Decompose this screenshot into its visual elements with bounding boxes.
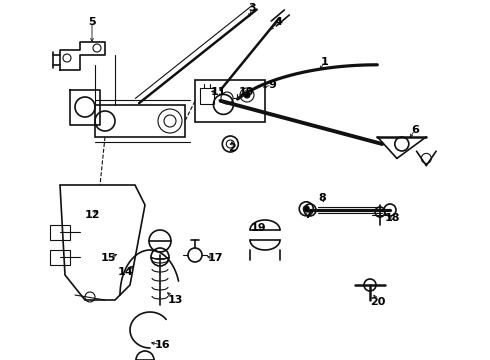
Text: 8: 8 xyxy=(318,193,326,203)
Text: 16: 16 xyxy=(154,340,170,350)
Text: 10: 10 xyxy=(238,87,254,97)
Circle shape xyxy=(303,206,309,212)
Text: 7: 7 xyxy=(304,210,312,220)
Text: 19: 19 xyxy=(250,223,266,233)
Bar xyxy=(50,250,70,265)
Text: 4: 4 xyxy=(274,17,282,27)
Text: 9: 9 xyxy=(268,80,276,90)
Text: 17: 17 xyxy=(207,253,223,263)
Text: 13: 13 xyxy=(167,295,183,305)
Text: 5: 5 xyxy=(88,17,96,27)
Text: 12: 12 xyxy=(84,210,100,220)
Text: 15: 15 xyxy=(100,253,116,263)
Text: 1: 1 xyxy=(321,57,329,67)
Bar xyxy=(195,80,265,122)
Text: 11: 11 xyxy=(210,87,226,97)
Bar xyxy=(200,88,214,104)
Text: 2: 2 xyxy=(228,143,236,153)
Bar xyxy=(50,225,70,240)
Text: 20: 20 xyxy=(370,297,386,307)
Circle shape xyxy=(244,92,250,98)
Text: 14: 14 xyxy=(117,267,133,277)
Bar xyxy=(95,105,185,137)
Text: 6: 6 xyxy=(411,125,419,135)
Text: 3: 3 xyxy=(248,3,256,13)
Text: 18: 18 xyxy=(384,213,400,223)
